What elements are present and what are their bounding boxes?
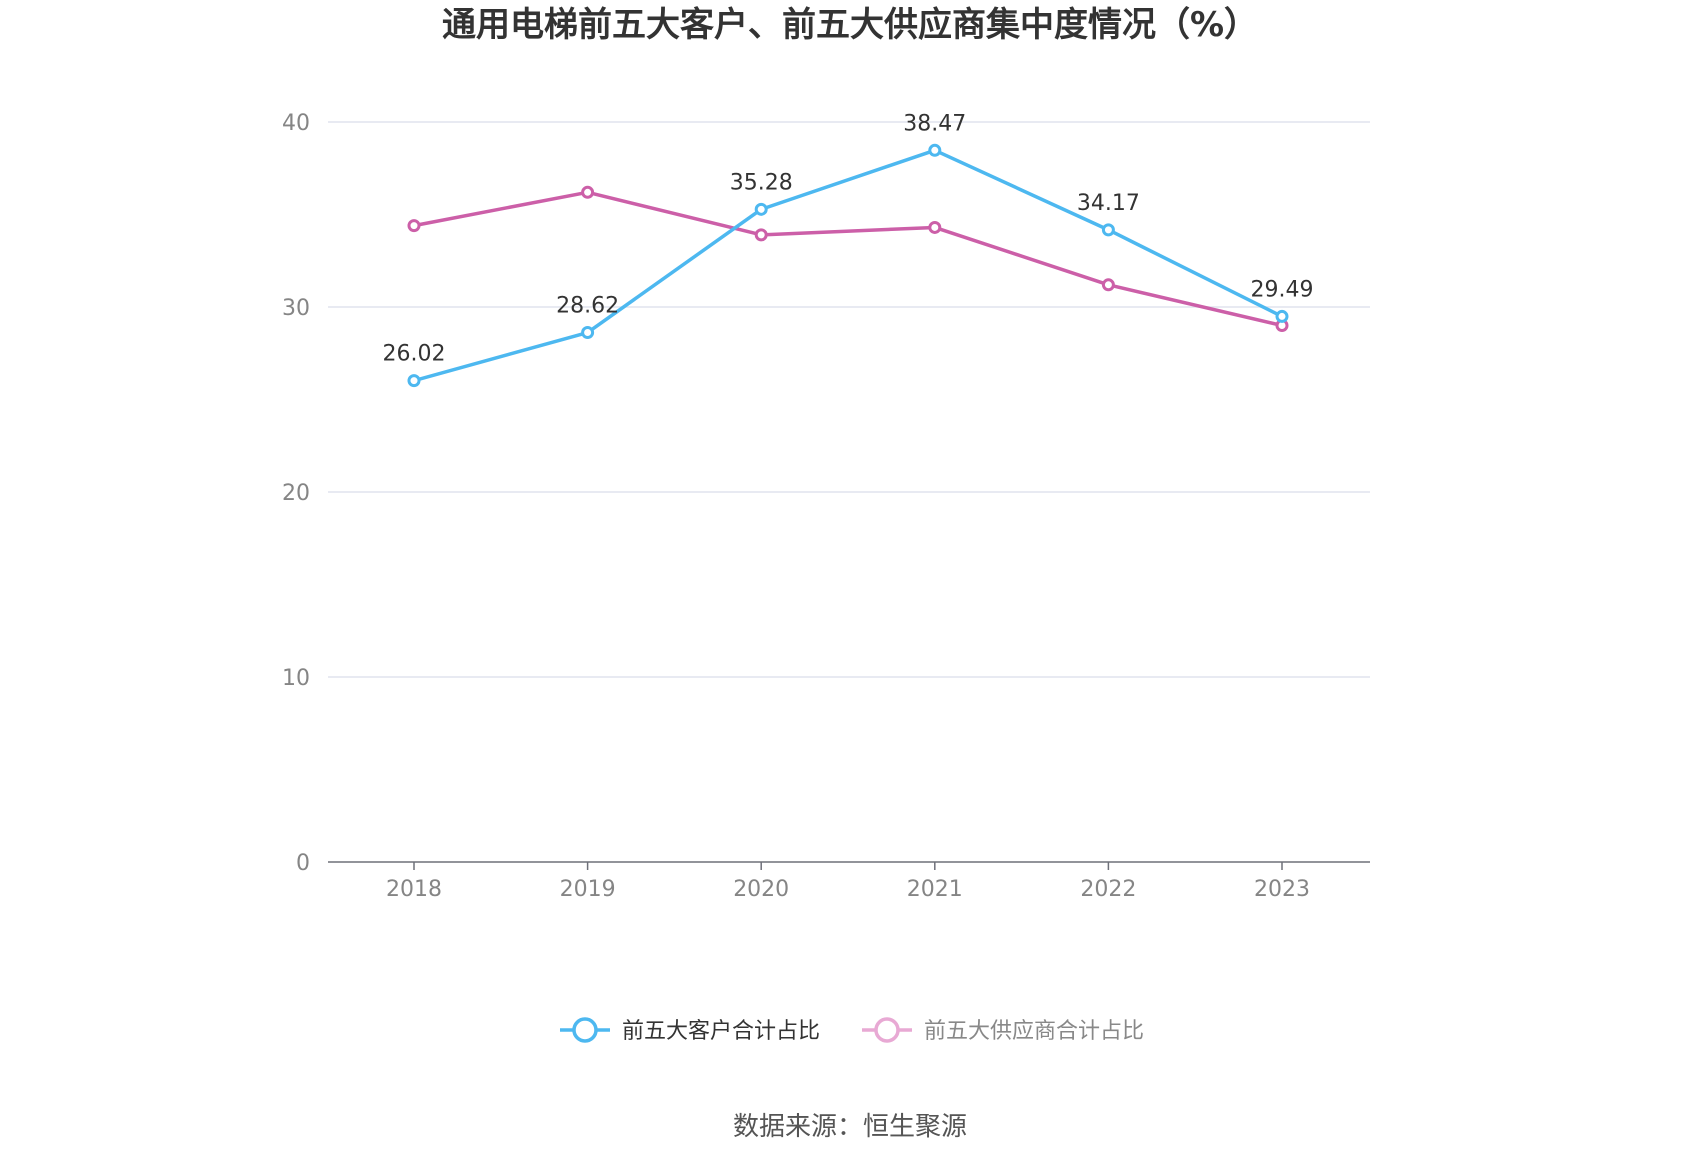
data-source: 数据来源：恒生聚源 — [733, 1112, 967, 1142]
data-label: 38.47 — [903, 111, 966, 136]
data-label: 35.28 — [730, 170, 793, 195]
data-label: 26.02 — [383, 342, 446, 367]
axes: 0 10 20 30 40 2018 2019 2020 2021 2022 2023 — [282, 111, 1370, 902]
x-tick-label: 2022 — [1080, 877, 1136, 902]
legend-item-0[interactable]: 前五大客户合计占比 — [560, 1017, 820, 1044]
x-tick-label: 2019 — [560, 877, 616, 902]
y-tick-label: 10 — [282, 666, 310, 691]
x-tick-label: 2021 — [907, 877, 963, 902]
series-lines — [407, 143, 1289, 388]
data-point[interactable] — [1101, 223, 1115, 237]
y-tick-label: 30 — [282, 296, 310, 321]
legend-item-1[interactable]: 前五大供应商合计占比 — [862, 1017, 1144, 1044]
data-point[interactable] — [1101, 278, 1115, 292]
data-point[interactable] — [407, 374, 421, 388]
data-labels: 26.02 28.62 35.28 38.47 34.17 29.49 — [383, 111, 1314, 366]
y-tick-label: 0 — [296, 851, 310, 876]
legend-marker — [572, 1017, 598, 1043]
grid-lines — [328, 121, 1370, 678]
data-point[interactable] — [754, 228, 768, 242]
data-point[interactable] — [581, 326, 595, 340]
data-point[interactable] — [928, 220, 942, 234]
data-label: 34.17 — [1077, 191, 1140, 216]
data-point[interactable] — [1275, 309, 1289, 323]
data-label: 28.62 — [556, 294, 619, 319]
data-point[interactable] — [581, 185, 595, 199]
y-tick-label: 40 — [282, 111, 310, 136]
chart-title: 通用电梯前五大客户、前五大供应商集中度情况（%） — [442, 5, 1258, 45]
x-tick-label: 2023 — [1254, 877, 1310, 902]
series-line-0 — [413, 148, 1283, 383]
data-point[interactable] — [928, 143, 942, 157]
data-label: 29.49 — [1251, 277, 1314, 302]
legend-marker — [874, 1017, 900, 1043]
series-line-1 — [413, 190, 1283, 328]
x-tick-label: 2018 — [386, 877, 442, 902]
data-point[interactable] — [754, 202, 768, 216]
legend-label: 前五大供应商合计占比 — [924, 1019, 1144, 1044]
legend-label: 前五大客户合计占比 — [622, 1019, 820, 1044]
x-tick-label: 2020 — [733, 877, 789, 902]
data-point[interactable] — [407, 219, 421, 233]
legend[interactable]: 前五大客户合计占比 前五大供应商合计占比 — [560, 1017, 1144, 1044]
y-tick-label: 20 — [282, 481, 310, 506]
